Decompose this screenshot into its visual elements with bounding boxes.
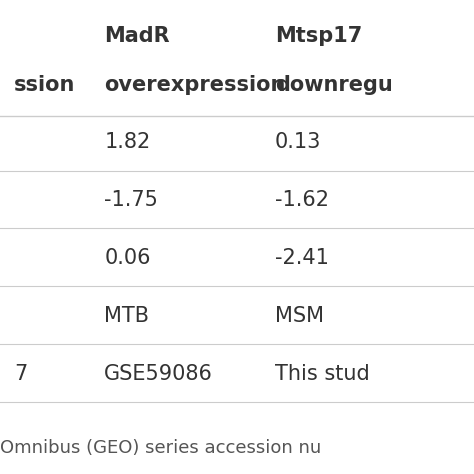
Text: -1.75: -1.75 (104, 190, 158, 210)
Text: Mtsp17: Mtsp17 (275, 26, 362, 46)
Text: 0.06: 0.06 (104, 248, 151, 268)
Text: MadR: MadR (104, 26, 170, 46)
Text: MTB: MTB (104, 306, 149, 326)
Text: MSM: MSM (275, 306, 324, 326)
Text: 7: 7 (14, 364, 27, 383)
Text: GSE59086: GSE59086 (104, 364, 213, 383)
Text: overexpression: overexpression (104, 75, 286, 95)
Text: -2.41: -2.41 (275, 248, 329, 268)
Text: 1.82: 1.82 (104, 132, 151, 152)
Text: This stud: This stud (275, 364, 370, 383)
Text: Omnibus (GEO) series accession nu: Omnibus (GEO) series accession nu (0, 439, 321, 457)
Text: downregu: downregu (275, 75, 392, 95)
Text: 0.13: 0.13 (275, 132, 321, 152)
Text: -1.62: -1.62 (275, 190, 329, 210)
Text: ssion: ssion (14, 75, 75, 95)
